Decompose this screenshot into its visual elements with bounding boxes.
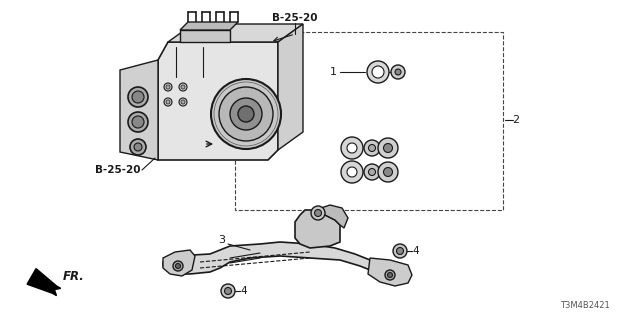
Text: 4: 4: [412, 246, 419, 256]
Polygon shape: [120, 60, 158, 160]
Circle shape: [347, 143, 357, 153]
Circle shape: [364, 164, 380, 180]
Circle shape: [238, 106, 254, 122]
Circle shape: [391, 65, 405, 79]
Text: 3: 3: [218, 235, 225, 245]
Polygon shape: [168, 24, 303, 42]
Text: T3M4B2421: T3M4B2421: [560, 301, 610, 310]
Text: B-25-20: B-25-20: [95, 165, 140, 175]
Polygon shape: [278, 24, 303, 150]
Polygon shape: [368, 258, 412, 286]
Circle shape: [164, 98, 172, 106]
Circle shape: [173, 261, 183, 271]
Circle shape: [372, 66, 384, 78]
Circle shape: [134, 143, 142, 151]
Circle shape: [367, 61, 389, 83]
Circle shape: [219, 87, 273, 141]
Circle shape: [181, 100, 185, 104]
Circle shape: [211, 79, 281, 149]
Circle shape: [314, 210, 321, 217]
Circle shape: [181, 85, 185, 89]
Circle shape: [378, 162, 398, 182]
Circle shape: [132, 91, 144, 103]
Circle shape: [397, 247, 403, 254]
Text: 2: 2: [512, 115, 519, 125]
Polygon shape: [158, 42, 278, 160]
Circle shape: [369, 169, 376, 175]
Circle shape: [369, 145, 376, 151]
Circle shape: [130, 139, 146, 155]
Polygon shape: [295, 210, 340, 248]
Circle shape: [378, 138, 398, 158]
Circle shape: [385, 270, 395, 280]
Circle shape: [175, 263, 180, 268]
Text: FR.: FR.: [63, 270, 84, 284]
Polygon shape: [163, 250, 195, 276]
Circle shape: [395, 69, 401, 75]
Circle shape: [311, 206, 325, 220]
Text: B-25-20: B-25-20: [272, 13, 317, 23]
Circle shape: [230, 98, 262, 130]
Polygon shape: [315, 205, 348, 228]
Circle shape: [221, 284, 235, 298]
Polygon shape: [180, 30, 230, 42]
Circle shape: [179, 83, 187, 91]
Circle shape: [132, 116, 144, 128]
Circle shape: [128, 87, 148, 107]
Circle shape: [383, 167, 392, 177]
Circle shape: [128, 112, 148, 132]
Circle shape: [364, 140, 380, 156]
Text: 4: 4: [330, 208, 337, 218]
Circle shape: [387, 273, 392, 277]
Polygon shape: [180, 22, 238, 30]
Circle shape: [341, 161, 363, 183]
Text: 4: 4: [240, 286, 246, 296]
Circle shape: [179, 98, 187, 106]
Circle shape: [166, 100, 170, 104]
Bar: [235, 32, 503, 210]
Circle shape: [225, 287, 232, 294]
Circle shape: [347, 167, 357, 177]
Circle shape: [341, 137, 363, 159]
Circle shape: [166, 85, 170, 89]
Text: 1: 1: [330, 67, 337, 77]
Circle shape: [393, 244, 407, 258]
Circle shape: [164, 83, 172, 91]
Polygon shape: [27, 268, 61, 296]
Circle shape: [383, 143, 392, 153]
Polygon shape: [163, 242, 390, 278]
